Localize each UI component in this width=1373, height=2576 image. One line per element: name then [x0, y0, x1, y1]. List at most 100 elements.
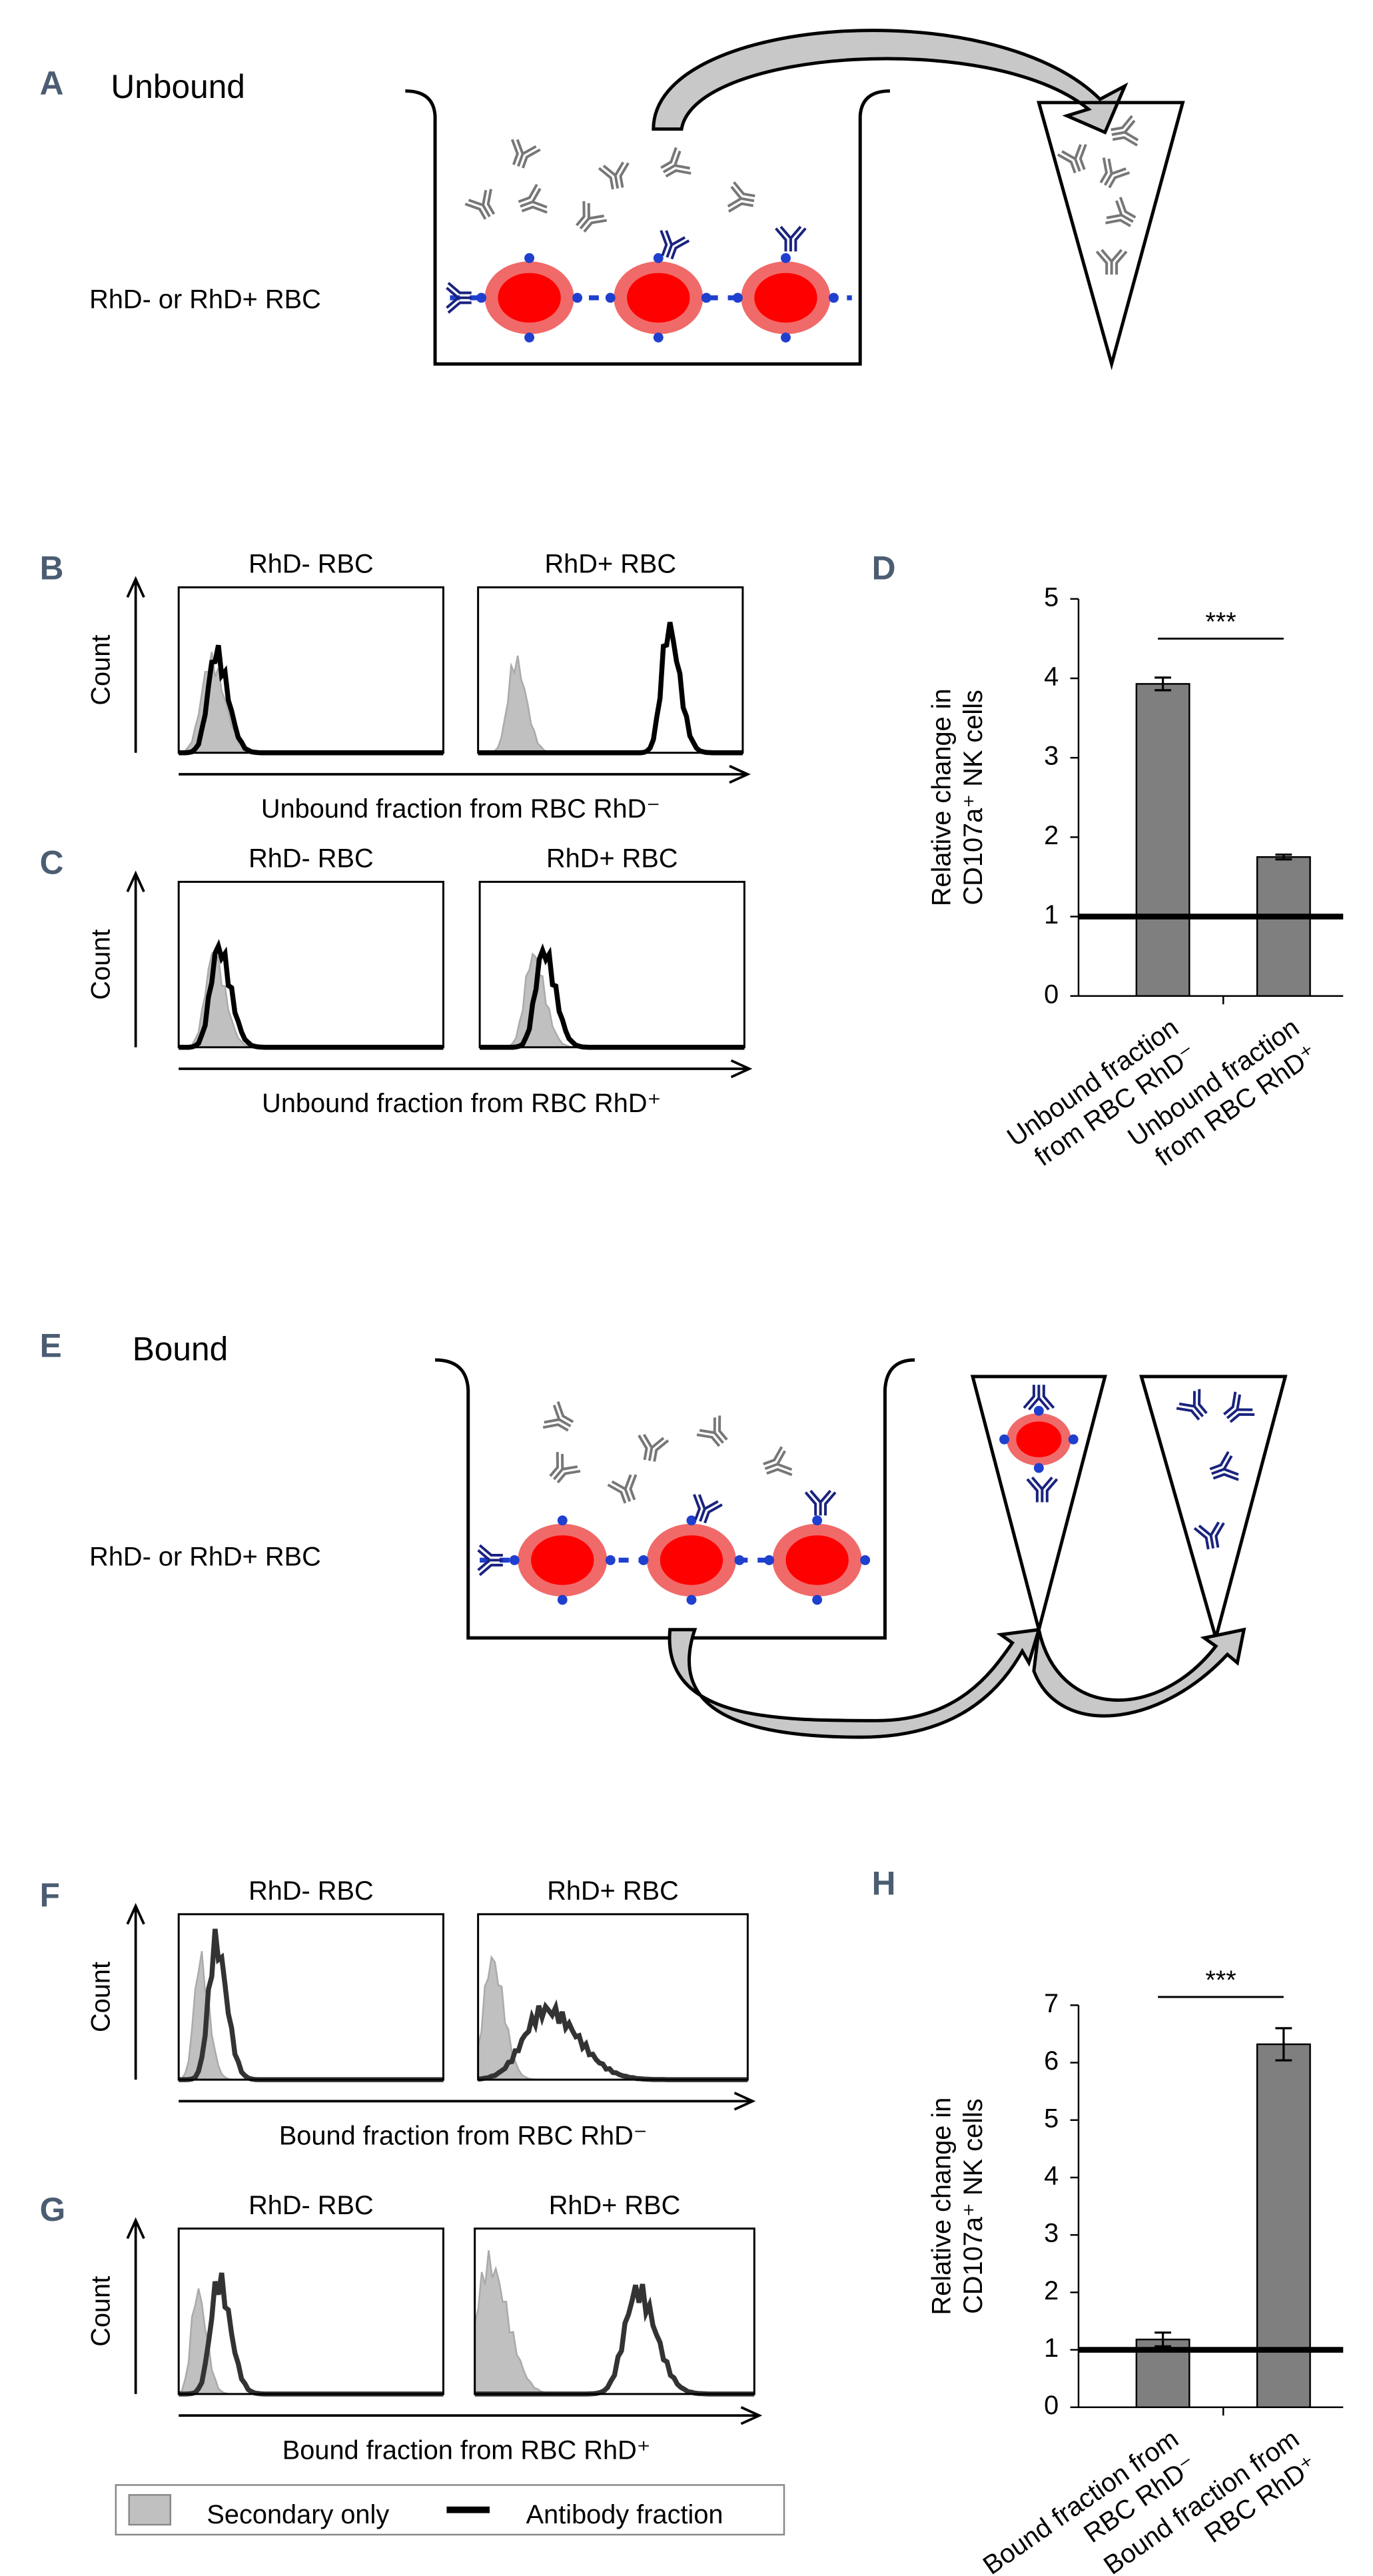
- antibody: [660, 147, 691, 178]
- antibody: [1209, 1451, 1239, 1481]
- y-axis-label: Relative change in CD107a⁺ NK cells: [927, 688, 988, 906]
- y-axis-label: Count: [87, 2276, 116, 2347]
- rbc-inner: [785, 1535, 849, 1585]
- rbc-inner: [627, 273, 690, 323]
- legend: Secondary only Antibody fraction: [115, 2484, 785, 2536]
- antibody: [696, 1415, 728, 1447]
- y-axis-label: Count: [87, 930, 116, 1000]
- bar: [1256, 2043, 1311, 2408]
- legend-label: Secondary only: [207, 2500, 389, 2529]
- antibody-histogram: [179, 1928, 444, 2082]
- x-axis-label: Bound fraction from RBC RhD⁻: [279, 2122, 648, 2151]
- significance-label: ***: [1205, 1966, 1236, 1995]
- antibody: [638, 1433, 670, 1462]
- antibody: [763, 1446, 793, 1477]
- antibody: [477, 1544, 503, 1577]
- histogram-frame: [477, 586, 744, 754]
- tube: [1139, 1375, 1288, 1644]
- secondary-histogram: [477, 1955, 748, 2081]
- antibody: [549, 1452, 581, 1484]
- x-axis-label: Unbound fraction from RBC RhD⁻: [261, 794, 660, 824]
- rbc-inner: [531, 1535, 594, 1585]
- histogram-title: RhD+ RBC: [546, 844, 678, 874]
- secondary-histogram: [480, 952, 745, 1048]
- antibody: [1026, 1477, 1059, 1503]
- antibody: [446, 282, 472, 314]
- axis-arrow: [179, 2092, 756, 2111]
- receptor: [524, 253, 535, 263]
- receptor: [781, 253, 791, 263]
- y-tick-label: 5: [1044, 582, 1059, 612]
- antibody: [1193, 1521, 1225, 1550]
- antibody: [542, 1401, 574, 1432]
- histogram-frame: [177, 586, 444, 754]
- y-tick-label: 6: [1044, 2046, 1059, 2076]
- y-tick-label: 0: [1044, 979, 1059, 1009]
- antibody: [1057, 144, 1087, 174]
- antibody: [598, 161, 630, 190]
- histogram-frame: [474, 2228, 755, 2395]
- receptor: [764, 1555, 775, 1565]
- receptor: [686, 1515, 697, 1526]
- antibody: [576, 201, 608, 233]
- receptor: [557, 1515, 568, 1526]
- antibody: [804, 1489, 837, 1516]
- y-tick-label: 2: [1044, 2276, 1059, 2305]
- antibody: [727, 181, 755, 213]
- receptor: [701, 293, 711, 303]
- antibody: [510, 139, 541, 169]
- y-tick-label: 3: [1044, 2219, 1059, 2248]
- panel-letter: C: [40, 844, 64, 882]
- axis-arrow: [126, 870, 145, 1047]
- error-bar: [1154, 2331, 1172, 2347]
- y-tick-label: 4: [1044, 662, 1059, 692]
- beaker: [435, 1358, 915, 1640]
- x-axis-label: Bound fraction from RBC RhD⁺: [282, 2435, 651, 2465]
- beaker: [405, 89, 890, 366]
- arrow: [668, 1627, 1041, 1739]
- y-tick-label: 4: [1044, 2161, 1059, 2190]
- panel-letter: G: [40, 2191, 66, 2228]
- histogram-title: RhD- RBC: [248, 844, 374, 874]
- y-axis-label: Count: [87, 1962, 116, 2032]
- histogram-title: RhD+ RBC: [549, 2191, 681, 2220]
- receptor: [653, 253, 664, 263]
- axis-arrow: [126, 2217, 145, 2394]
- error-bar: [1275, 2027, 1292, 2062]
- receptor: [812, 1595, 823, 1605]
- receptor: [476, 293, 487, 303]
- axis-arrow: [179, 1059, 753, 1079]
- antibody-histogram: [179, 2272, 444, 2397]
- histogram-frame: [177, 880, 444, 1049]
- legend-box: [115, 2484, 785, 2536]
- receptor: [734, 1555, 745, 1565]
- axis-arrow: [179, 2406, 763, 2425]
- y-axis-label: Relative change in CD107a⁺ NK cells: [927, 2098, 988, 2315]
- receptor: [860, 1555, 871, 1565]
- receptor: [812, 1515, 823, 1526]
- histogram-title: RhD- RBC: [248, 2191, 374, 2220]
- antibody: [693, 1494, 723, 1524]
- legend-label: Antibody fraction: [526, 2500, 723, 2529]
- histogram-title: RhD+ RBC: [547, 1876, 679, 1906]
- axis-arrow: [126, 576, 145, 753]
- arrow: [652, 29, 1129, 135]
- secondary-histogram: [478, 655, 743, 754]
- receptor: [1033, 1405, 1044, 1416]
- antibody: [1095, 249, 1128, 275]
- panel-letter: D: [872, 550, 896, 587]
- histogram-frame: [477, 1913, 749, 2081]
- receptor: [999, 1434, 1009, 1445]
- sample-label: RhD- or RhD+ RBC: [89, 285, 321, 314]
- secondary-histogram: [179, 952, 444, 1048]
- sample-label: RhD- or RhD+ RBC: [89, 1542, 321, 1571]
- receptor: [1033, 1463, 1044, 1473]
- secondary-histogram: [177, 1950, 444, 2081]
- secondary-histogram: [177, 2288, 444, 2395]
- antibody: [775, 225, 807, 252]
- rbc-inner: [754, 273, 817, 323]
- arrow: [1032, 1627, 1246, 1718]
- histogram-frame: [177, 2228, 444, 2395]
- panel-letter: B: [40, 550, 64, 587]
